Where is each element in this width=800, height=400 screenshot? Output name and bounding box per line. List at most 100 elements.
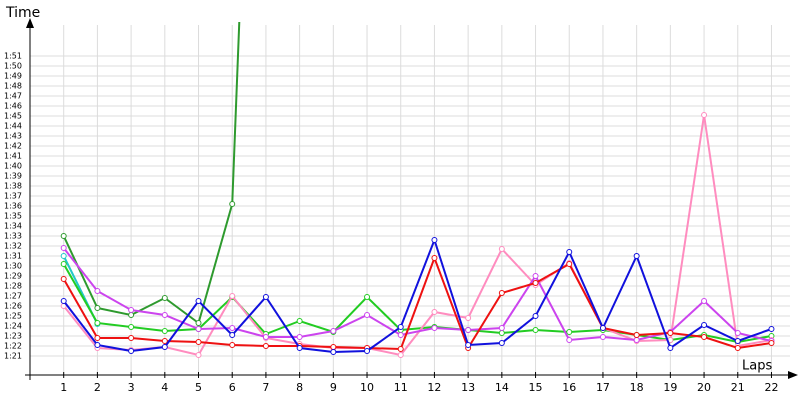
y-tick-label: 1:35: [4, 212, 22, 221]
y-tick-label: 1:31: [4, 252, 22, 261]
point: [161, 338, 168, 344]
point: [330, 344, 337, 350]
x-arrow: [788, 371, 798, 379]
x-tick-label: 16: [562, 381, 576, 394]
point: [566, 261, 573, 267]
point: [262, 294, 269, 300]
y-tick-label: 1:29: [4, 272, 22, 281]
y-tick-label: 1:32: [4, 242, 22, 251]
point: [128, 312, 135, 318]
point: [599, 325, 606, 331]
point: [566, 337, 573, 343]
y-tick-label: 1:43: [4, 132, 22, 141]
y-tick-label: 1:24: [4, 322, 22, 331]
point: [633, 332, 640, 338]
point: [397, 332, 404, 338]
y-tick-label: 1:51: [4, 52, 22, 61]
y-tick-label: 1:25: [4, 312, 22, 321]
x-tick-label: 3: [128, 381, 135, 394]
lines: [60, 22, 775, 358]
point: [701, 298, 708, 304]
point: [229, 293, 236, 299]
point: [498, 290, 505, 296]
point: [734, 345, 741, 351]
y-tick-label: 1:47: [4, 92, 22, 101]
point: [532, 313, 539, 319]
point: [465, 342, 472, 348]
series-line: [62, 114, 772, 357]
x-tick-label: 20: [697, 381, 711, 394]
x-tick-label: 5: [195, 381, 202, 394]
point: [532, 327, 539, 333]
y-tick-label: 1:30: [4, 262, 22, 271]
y-tick-label: 1:38: [4, 182, 22, 191]
x-tick-label: 22: [764, 381, 778, 394]
x-tick-label: 2: [94, 381, 101, 394]
point: [229, 201, 236, 207]
y-tick-label: 1:34: [4, 222, 22, 231]
x-tick-label: 13: [461, 381, 475, 394]
point: [128, 348, 135, 354]
point: [229, 342, 236, 348]
point: [229, 325, 236, 331]
y-tick-label: 1:22: [4, 342, 22, 351]
x-tick-label: 19: [663, 381, 677, 394]
point: [296, 318, 303, 324]
y-tick-label: 1:23: [4, 332, 22, 341]
point: [498, 330, 505, 336]
point: [195, 326, 202, 332]
point: [498, 340, 505, 346]
point: [330, 328, 337, 334]
point: [161, 312, 168, 318]
point: [566, 249, 573, 255]
y-tick-label: 1:46: [4, 102, 22, 111]
point: [397, 324, 404, 330]
y-tick-label: 1:49: [4, 72, 22, 81]
y-tick-label: 1:44: [4, 122, 22, 131]
x-tick-label: 1: [60, 381, 67, 394]
point: [364, 312, 371, 318]
point: [364, 348, 371, 354]
y-tick-label: 1:37: [4, 192, 22, 201]
x-tick-label: 17: [596, 381, 610, 394]
x-tick-label: 8: [296, 381, 303, 394]
point: [498, 325, 505, 331]
x-tick-label: 4: [161, 381, 168, 394]
y-axis-label: Time: [5, 5, 40, 21]
point: [397, 352, 404, 358]
point: [701, 334, 708, 340]
point: [195, 320, 202, 326]
point: [229, 332, 236, 338]
x-tick-label: 15: [529, 381, 543, 394]
point: [60, 276, 67, 282]
y-tick-label: 1:28: [4, 282, 22, 291]
point: [296, 334, 303, 340]
point: [330, 349, 337, 355]
y-tick-label: 1:50: [4, 62, 22, 71]
point: [431, 237, 438, 243]
y-tick-label: 1:45: [4, 112, 22, 121]
x-tick-label: 18: [630, 381, 644, 394]
y-tick-label: 1:26: [4, 302, 22, 311]
series-line: [62, 263, 772, 344]
y-tick-label: 1:21: [4, 352, 22, 361]
point: [60, 298, 67, 304]
y-tick-label: 1:41: [4, 152, 22, 161]
point: [431, 309, 438, 315]
point: [262, 334, 269, 340]
point: [161, 295, 168, 301]
point: [633, 337, 640, 343]
point: [94, 320, 101, 326]
grid: [30, 25, 790, 375]
point: [195, 339, 202, 345]
y-tick-label: 1:39: [4, 172, 22, 181]
point: [566, 329, 573, 335]
point: [161, 344, 168, 350]
point: [667, 345, 674, 351]
point: [734, 338, 741, 344]
y-tick-label: 1:48: [4, 82, 22, 91]
point: [431, 325, 438, 331]
point: [532, 280, 539, 286]
point: [60, 233, 67, 239]
x-tick-label: 21: [731, 381, 745, 394]
